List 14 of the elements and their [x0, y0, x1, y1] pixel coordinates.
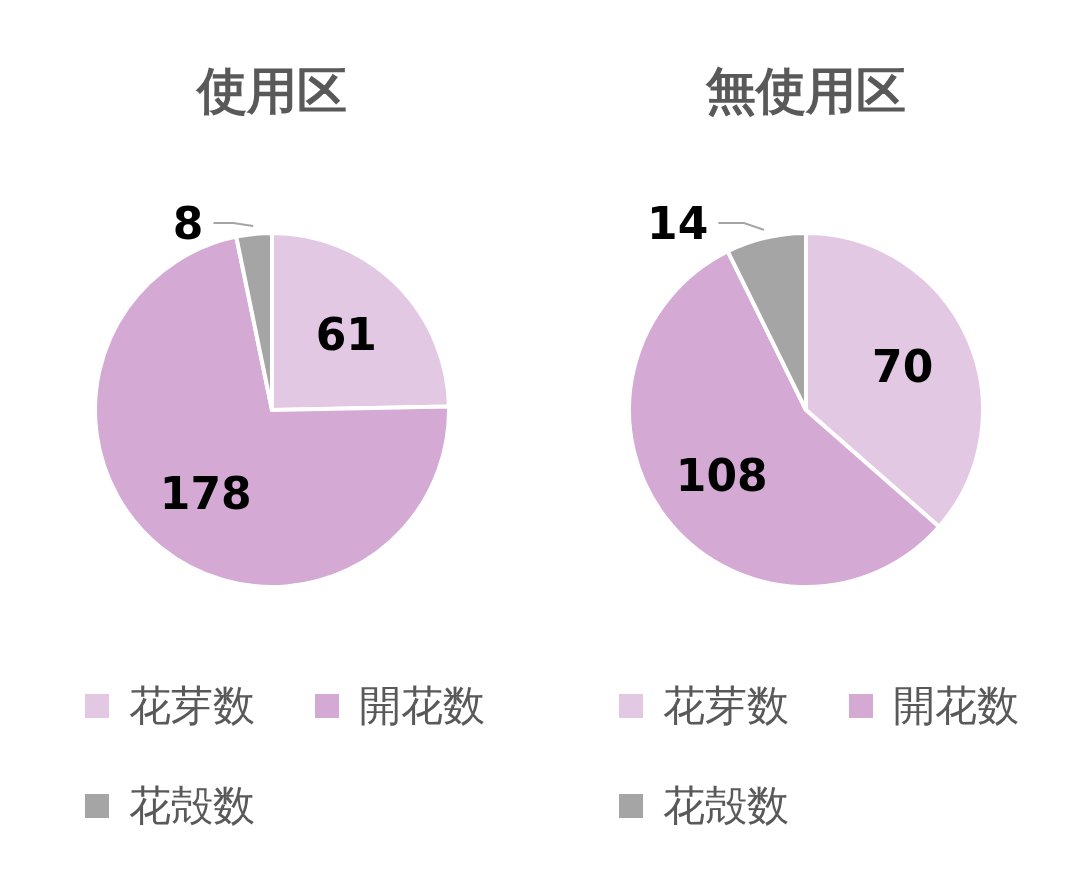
data-label: 178	[159, 467, 252, 519]
chart-title: 使用区	[195, 62, 347, 120]
data-label: 61	[315, 309, 377, 361]
legend-label: 花殻数	[129, 781, 255, 830]
data-label: 108	[675, 449, 768, 501]
legend-label: 開花数	[893, 681, 1019, 730]
data-label: 70	[872, 341, 934, 393]
data-label: 8	[172, 198, 204, 249]
legend-label: 花芽数	[663, 681, 789, 730]
legend-label: 開花数	[359, 681, 485, 730]
legend-label: 花芽数	[129, 681, 255, 730]
chart-title: 無使用区	[705, 62, 906, 120]
data-label: 14	[647, 198, 709, 249]
legend-label: 花殻数	[663, 781, 789, 830]
